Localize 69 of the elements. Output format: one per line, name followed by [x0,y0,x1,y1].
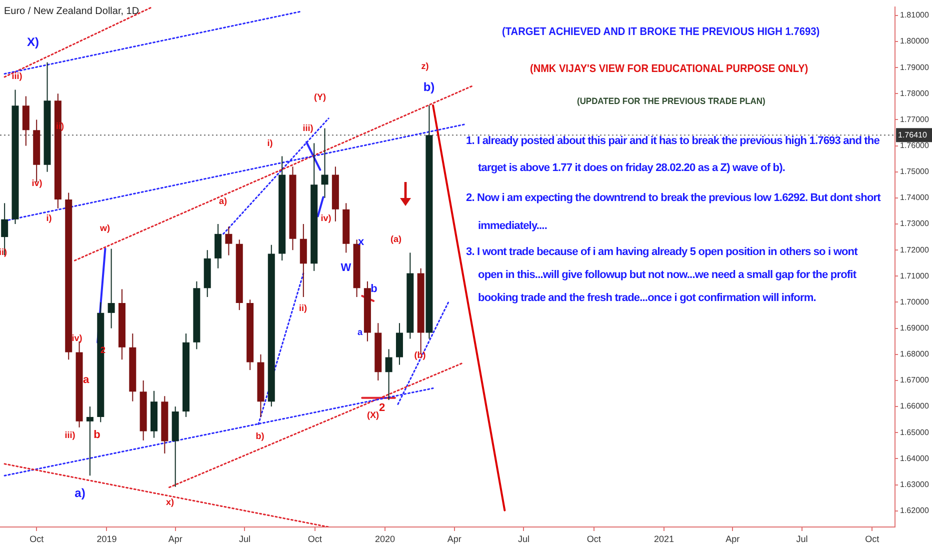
y-tick-label: 1.81000 [900,10,930,20]
annotation: iii) [12,71,22,81]
x-tick-label: Apr [447,534,462,544]
x-tick-label: 2019 [96,534,117,544]
y-tick-label: 1.68000 [900,350,930,359]
annotation: w) [100,223,110,233]
annotation: (UPDATED FOR THE PREVIOUS TRADE PLAN) [577,96,766,106]
annotation: a) [218,196,228,206]
annotation: x [358,236,364,248]
x-tick-label: Jul [796,534,808,544]
x-tick-label: Oct [865,534,880,544]
x-tick-label: 2021 [654,534,674,544]
x-tick-label: Jul [518,534,530,544]
annotation: (a) [390,234,402,244]
y-tick-label: 1.70000 [900,297,930,306]
y-tick-label: 1.71000 [900,271,930,280]
annotation: b) [256,431,264,441]
annotation: 2 [378,402,386,414]
x-tick-label: 2020 [374,534,396,544]
annotation: x) [166,497,174,507]
annotation: ii) [299,303,307,313]
y-tick-label: 1.75000 [900,167,930,176]
annotation: a) [74,486,86,500]
y-tick-label: 1.72000 [900,245,930,254]
annotation: b) [423,80,435,94]
y-tick-label: 1.66000 [900,402,930,411]
annotation: z) [421,61,429,71]
annotation: iv) [72,333,82,343]
y-tick-label: 1.76000 [900,140,930,150]
x-tick-label: Apr [726,534,740,544]
y-tick-label: 1.69000 [900,324,930,333]
y-tick-label: 1.79000 [900,62,930,72]
x-tick-label: Oct [30,534,44,544]
y-tick-label: 1.64000 [900,454,930,463]
text: 1. I already posted about this pair and it has to break the previous high 1.7693 and the target is above 1.77 it does on friday 28.02.20 as a Z) wave of b). [466,135,880,174]
y-tick-label: 1.78000 [900,88,930,98]
annotation: b [370,283,378,295]
annotation: iv) [320,213,332,223]
annotation: (b) [414,350,426,360]
annotation: b [94,429,100,441]
y-tick-label: 1.65000 [900,428,930,437]
y-tick-label: 1.73000 [900,219,930,228]
y-tick-label: 1.74000 [900,193,930,202]
annotation: (NMK VIJAY'S VIEW FOR EDUCATIONAL PURPOSE ONLY) [530,63,808,75]
annotation: (TARGET ACHIEVED AND IT BROKE THE PREVIOUS HIGH 1.7693) [502,26,820,38]
y-tick-label: 1.63000 [900,480,930,489]
annotation: a [82,374,90,386]
text: 2. Now i am expecting the downtrend to break the previous low 1.6292. But dont short immediately.... [466,192,880,232]
annotation: W [340,262,352,274]
y-tick-label: 1.62000 [900,506,930,516]
x-tick-label: Oct [586,534,602,544]
annotation: a [357,327,363,337]
y-tick-label: 1.67000 [900,376,930,385]
annotation: i) [46,213,52,223]
x-tick-label: Apr [168,534,182,544]
chart-title: Euro / New Zealand Dollar, 1D [4,6,140,17]
y-tick-label: 1.77000 [900,114,930,124]
annotation: X) [27,35,39,49]
x-tick-label: Oct [308,534,322,544]
annotation: i) [267,138,273,148]
y-tick-label: 1.80000 [900,36,930,46]
annotation: 3. I wont trade because of i am having already 5 open position in others so i wont open in this...will give followup but not now...we need a small gap for the profit booking trade and the fresh trade...once i got confirmation will inform. [466,245,859,306]
annotation: iii) [302,123,314,133]
annotation: iv) [32,178,42,188]
x-tick-label: Jul [238,534,250,544]
annotation: iii) [64,430,76,440]
annotation: (Y) [314,92,326,102]
annotation: (X) [367,410,379,420]
ref-line-label: 1.76410 [898,130,928,140]
